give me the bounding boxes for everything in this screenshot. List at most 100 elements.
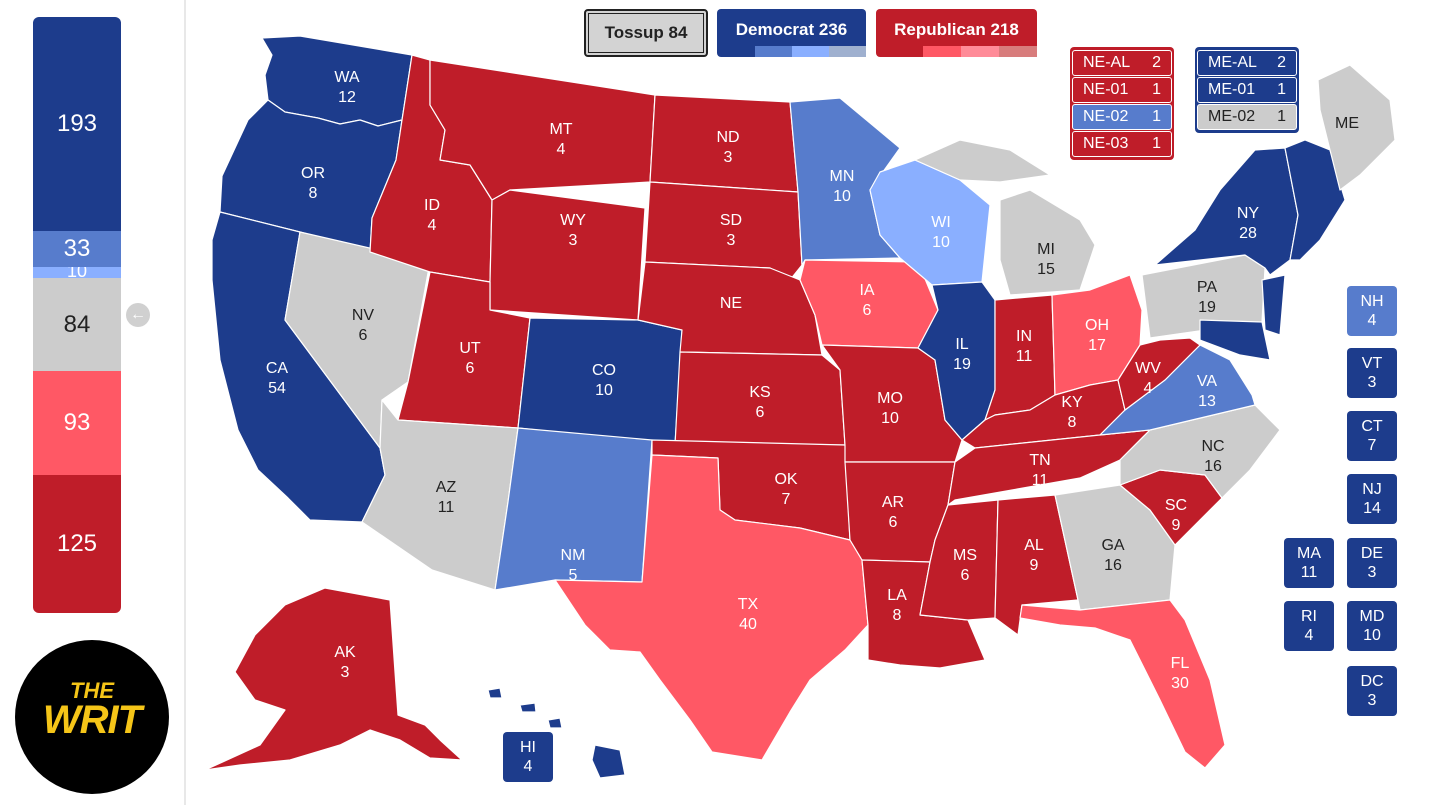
state-label-me: ME [1335, 115, 1359, 132]
district-me-01[interactable]: ME-01 1 [1197, 77, 1297, 103]
state-wv[interactable] [1117, 337, 1201, 411]
state-nj-shape [1261, 274, 1286, 336]
the-writ-logo: THE WRIT [15, 640, 169, 794]
state-label-pa: PA 19 [1196, 279, 1218, 316]
state-label-oh: OH 17 [1085, 317, 1109, 354]
state-tile-dc[interactable]: DC 3 [1347, 666, 1397, 716]
solid-dem-segment: 193 [33, 17, 121, 231]
state-label-wi: WI 10 [931, 214, 951, 251]
collapse-arrow-icon[interactable]: ← [126, 303, 150, 327]
state-label-sd: SD 3 [719, 212, 743, 249]
state-label-ak: AK 3 [334, 644, 356, 681]
state-label-va: VA 13 [1196, 373, 1218, 410]
state-hi-islands [487, 687, 626, 779]
state-tile-nh[interactable]: NH 4 [1347, 286, 1397, 336]
state-label-wa: WA 12 [334, 69, 360, 106]
district-me-al[interactable]: ME-AL 2 [1197, 50, 1297, 76]
district-ne-03[interactable]: NE-03 1 [1072, 131, 1172, 157]
district-votes: 2 [1152, 54, 1161, 71]
district-votes: 1 [1152, 81, 1161, 98]
state-label-ne: NE [719, 295, 743, 312]
state-label-or: OR 8 [301, 165, 325, 202]
seat-count-bar: 193 33 10 84 93 125 [33, 17, 121, 613]
district-name: NE-AL [1083, 54, 1131, 71]
state-label-az: AZ 11 [435, 479, 457, 516]
likely-dem-segment: 33 [33, 230, 121, 268]
state-mi[interactable] [914, 139, 1096, 296]
tossup-total-label: Tossup 84 [604, 23, 688, 42]
state-tile-md[interactable]: MD 10 [1347, 601, 1397, 651]
district-name: NE-02 [1083, 108, 1129, 125]
solid-rep-segment: 125 [33, 474, 121, 613]
sidebar-divider [184, 0, 186, 805]
maine-district-panel: ME-AL 2 ME-01 1 ME-02 1 [1195, 47, 1299, 133]
state-wy[interactable] [489, 189, 646, 321]
republican-total-button[interactable]: Republican 218 [876, 9, 1037, 57]
state-label-nd: ND 3 [716, 129, 740, 166]
district-name: NE-03 [1083, 135, 1129, 152]
republican-total-label: Republican 218 [894, 20, 1019, 39]
democrat-total-button[interactable]: Democrat 236 [717, 9, 866, 57]
state-label-ia: IA 6 [859, 282, 875, 319]
state-label-tn: TN 11 [1029, 452, 1051, 489]
district-name: ME-02 [1208, 108, 1256, 125]
state-tile-ct[interactable]: CT 7 [1347, 411, 1397, 461]
state-me[interactable] [1317, 64, 1396, 191]
state-label-ut: UT 6 [459, 340, 481, 377]
district-votes: 1 [1152, 135, 1161, 152]
district-votes: 1 [1277, 81, 1286, 98]
district-name: ME-01 [1208, 81, 1256, 98]
state-nc[interactable] [1119, 404, 1281, 499]
state-label-nv: NV 6 [351, 307, 375, 344]
district-name: ME-AL [1208, 54, 1257, 71]
state-tile-de[interactable]: DE 3 [1347, 538, 1397, 588]
republican-rating-stripes [923, 46, 1037, 57]
state-label-ok: OK 7 [774, 471, 798, 508]
state-label-ga: GA 16 [1101, 537, 1125, 574]
nebraska-district-panel: NE-AL 2 NE-01 1 NE-02 1 NE-03 1 [1070, 47, 1174, 160]
state-label-in: IN 11 [1015, 328, 1033, 365]
democrat-total-label: Democrat 236 [735, 20, 848, 39]
state-label-nc: NC 16 [1201, 438, 1225, 475]
district-ne-02[interactable]: NE-02 1 [1072, 104, 1172, 130]
state-new-england [1284, 139, 1346, 261]
district-ne-al[interactable]: NE-AL 2 [1072, 50, 1172, 76]
state-label-tx: TX 40 [737, 596, 759, 633]
state-label-fl: FL 30 [1170, 655, 1190, 692]
state-label-co: CO 10 [592, 362, 616, 399]
state-label-wv: WV 4 [1135, 360, 1161, 397]
state-tile-nj[interactable]: NJ 14 [1347, 474, 1397, 524]
district-votes: 1 [1152, 108, 1161, 125]
state-label-mt: MT 4 [549, 121, 573, 158]
tossup-segment: 84 [33, 278, 121, 372]
state-tile-vt[interactable]: VT 3 [1347, 348, 1397, 398]
state-label-ms: MS 6 [953, 547, 977, 584]
state-ak[interactable] [204, 587, 463, 771]
district-me-02[interactable]: ME-02 1 [1197, 104, 1297, 130]
state-fl[interactable] [1019, 599, 1226, 769]
district-ne-01[interactable]: NE-01 1 [1072, 77, 1172, 103]
tossup-total-button[interactable]: Tossup 84 [584, 9, 708, 57]
state-label-la: LA 8 [887, 587, 907, 624]
state-label-ca: CA 54 [265, 360, 289, 397]
district-name: NE-01 [1083, 81, 1129, 98]
district-votes: 1 [1277, 108, 1286, 125]
state-label-nm: NM 5 [560, 547, 586, 584]
state-label-mn: MN 10 [829, 168, 855, 205]
state-label-mi: MI 15 [1037, 241, 1055, 278]
state-label-sc: SC 9 [1164, 497, 1188, 534]
democrat-rating-stripes [755, 46, 866, 57]
state-label-wy: WY 3 [560, 212, 586, 249]
state-md-shape [1199, 319, 1271, 361]
likely-rep-segment: 93 [33, 371, 121, 475]
state-label-al: AL 9 [1024, 537, 1044, 574]
state-tx[interactable] [554, 454, 869, 761]
state-label-ky: KY 8 [1061, 394, 1083, 431]
state-label-ar: AR 6 [881, 494, 905, 531]
state-label-il: IL 19 [953, 336, 971, 373]
state-tile-ri[interactable]: RI 4 [1284, 601, 1334, 651]
state-tile-ma[interactable]: MA 11 [1284, 538, 1334, 588]
state-label-ny: NY 28 [1236, 205, 1260, 242]
state-tile-hi[interactable]: HI 4 [503, 732, 553, 782]
